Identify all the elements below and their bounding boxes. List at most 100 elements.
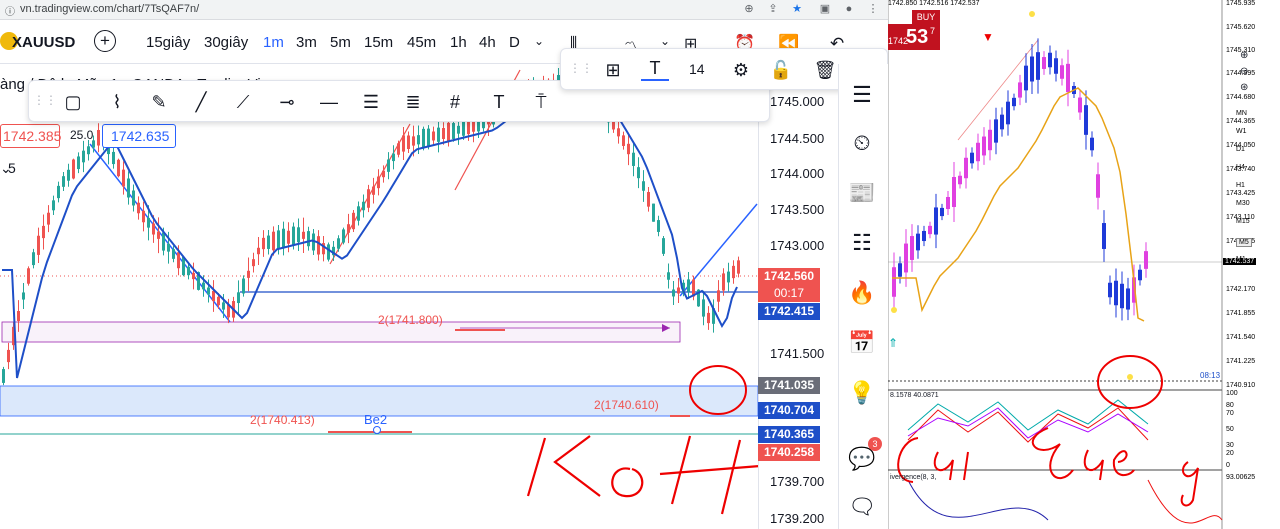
candle-body (272, 231, 275, 251)
brush-tool-icon[interactable]: ✎ (151, 92, 167, 112)
candle-body (347, 224, 350, 233)
price-tick: 1743.000 (770, 238, 825, 253)
share-icon[interactable]: ⇪ (768, 3, 778, 15)
add-list-icon[interactable]: ☷ (852, 230, 872, 255)
indicator-count[interactable]: 5 (8, 160, 16, 176)
template-icon[interactable]: ⊞ (605, 60, 621, 80)
osc-level: 20 (1226, 450, 1234, 457)
drag-handle-icon[interactable]: ⋮⋮ (569, 61, 593, 75)
font-size-selector[interactable]: 14 (689, 61, 705, 77)
tf-h4[interactable]: H4 (1236, 164, 1245, 171)
news-icon[interactable]: 📰 (848, 180, 876, 205)
mt4-buy-button[interactable]: BUY (912, 10, 940, 24)
drag-handle-icon[interactable]: ⋮⋮ (33, 93, 57, 107)
line-tool-icon[interactable]: ╱ (195, 92, 207, 112)
mt4-candle-body (898, 263, 902, 277)
zone-price-label-1: 1740.704 (758, 402, 820, 419)
candle-body (697, 289, 700, 307)
compare-add-icon[interactable]: + (94, 30, 116, 52)
indicators-chevron-down-icon[interactable]: ⌄ (660, 34, 671, 48)
circle-annotation[interactable] (689, 365, 747, 415)
mt4-chart[interactable] (888, 0, 1280, 529)
horizontal-line-tool-icon[interactable]: — (320, 92, 338, 112)
buy-button[interactable]: 1742.635 (102, 124, 176, 148)
mt4-price-tick: 1741.855 (1226, 310, 1256, 317)
menu-icon[interactable]: ⋮ (867, 3, 879, 15)
profile-icon[interactable]: ● (845, 3, 853, 15)
text-tool-icon[interactable]: T (493, 92, 505, 112)
tf-m30[interactable]: M30 (1236, 200, 1250, 207)
fib-tool-icon[interactable]: ≣ (405, 92, 421, 112)
mt4-candle-body (1084, 105, 1088, 135)
lock-icon[interactable]: 🔓 (769, 60, 793, 80)
tf-m1[interactable]: M1 (1236, 256, 1246, 263)
candle-body (157, 231, 160, 239)
text-color-icon[interactable]: T (641, 55, 669, 81)
mt4-scroll-icon[interactable]: ⊛ (1240, 82, 1249, 93)
interval-45m[interactable]: 45m (407, 34, 437, 51)
tf-d1[interactable]: D1 (1236, 146, 1245, 153)
interval-1m[interactable]: 1m (263, 34, 284, 51)
interval-5m[interactable]: 5m (330, 34, 351, 51)
trendline-tool-icon[interactable]: ⟋ (236, 92, 250, 112)
candle-body (352, 212, 355, 230)
interval-15s[interactable]: 15giây (146, 34, 191, 51)
callout-tool-icon[interactable]: ⍑ (535, 92, 547, 112)
price-chart[interactable] (0, 64, 838, 529)
tf-m5[interactable]: M5 (1236, 238, 1252, 247)
zone-rectangle-lower[interactable] (0, 385, 759, 417)
bookmark-star-icon[interactable]: ★ (792, 3, 802, 15)
path-tool-icon[interactable]: ⌇ (112, 92, 122, 112)
url-bar[interactable]: vn.tradingview.com/chart/7TsQAF7n/ (20, 3, 200, 15)
sidepanel-icon[interactable]: ▣ (819, 3, 831, 15)
divergence-label: ivergence(8, 3, (890, 474, 937, 481)
candle-body (412, 136, 415, 146)
osc-level: 0 (1226, 462, 1230, 469)
interval-d[interactable]: D (509, 34, 520, 51)
chat-icon-2[interactable]: 🗨 (848, 494, 876, 519)
tf-m15[interactable]: M15 (1236, 218, 1250, 225)
sell-button[interactable]: 1742.385 (0, 124, 61, 148)
interval-30s[interactable]: 30giây (204, 34, 249, 51)
candle-body (467, 120, 470, 135)
zoom-icon[interactable]: ⊕ (744, 3, 754, 15)
oscillator-line-purple (907, 407, 1149, 439)
notification-badge: 3 (868, 437, 882, 451)
interval-4h[interactable]: 4h (479, 34, 496, 51)
hotlists-fire-icon[interactable]: 🔥 (848, 280, 876, 305)
candle-body (112, 151, 115, 165)
site-info-icon[interactable]: ⓘ (5, 7, 15, 18)
parallel-channel-tool-icon[interactable]: ☰ (362, 92, 380, 112)
tf-h1[interactable]: H1 (1236, 182, 1245, 189)
grid-tool-icon[interactable]: # (449, 92, 460, 112)
ideas-lightbulb-icon[interactable]: 💡 (848, 380, 876, 405)
candle-body (2, 369, 5, 383)
horizontal-ray-tool-icon[interactable]: ⊸ (279, 92, 295, 112)
calendar-icon[interactable]: 📅 (848, 330, 876, 355)
trash-icon[interactable]: 🗑 (813, 60, 837, 80)
grey-price-label: 1741.035 (758, 377, 820, 394)
symbol-name[interactable]: XAUUSD (12, 34, 76, 51)
mt4-circle-annotation[interactable] (1097, 355, 1163, 409)
mt4-zoom-in-icon[interactable]: ⊕ (1240, 50, 1249, 61)
osc-level: 70 (1226, 410, 1234, 417)
settings-gear-icon[interactable]: ⚙ (732, 60, 750, 80)
be2-anchor-handle[interactable] (373, 426, 381, 434)
interval-3m[interactable]: 3m (296, 34, 317, 51)
mt4-buy-price-box[interactable] (888, 24, 940, 50)
zone-rectangle-upper[interactable] (1, 321, 681, 343)
alerts-clock-icon[interactable]: ⏲ (853, 130, 871, 155)
tf-w1[interactable]: W1 (1236, 128, 1247, 135)
rectangle-tool-icon[interactable]: ▢ (64, 92, 82, 112)
indicator-collapse-icon[interactable]: ⌄ (0, 160, 12, 176)
watchlist-icon[interactable]: ☰ (852, 82, 872, 107)
tf-mn[interactable]: MN (1236, 110, 1247, 117)
interval-15m[interactable]: 15m (364, 34, 394, 51)
candle-body (682, 282, 685, 294)
interval-chevron-down-icon[interactable]: ⌄ (534, 34, 545, 48)
interval-1h[interactable]: 1h (450, 34, 467, 51)
be2-label[interactable]: Be2 (364, 412, 388, 427)
mt4-zoom-out-icon[interactable]: ⊖ (1240, 66, 1249, 77)
candle-style-icon[interactable]: ⫴ (570, 34, 578, 53)
browser-bar: ⓘ vn.tradingview.com/chart/7TsQAF7n/ ⊕ ⇪… (0, 0, 888, 20)
